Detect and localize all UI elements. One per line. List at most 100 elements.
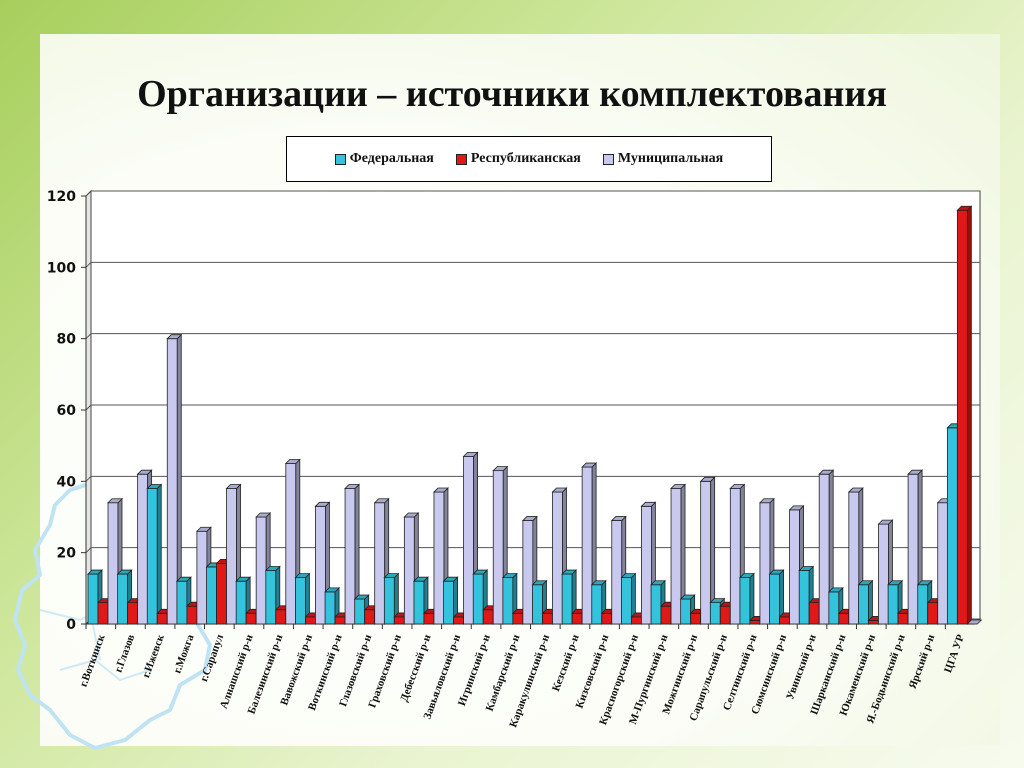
bar-front: [808, 602, 820, 625]
bar-front: [522, 520, 534, 625]
bar-front: [542, 612, 553, 625]
bar-top: [136, 469, 153, 475]
bar-front: [146, 488, 158, 625]
bar-front: [393, 616, 405, 625]
bar-front: [611, 520, 623, 625]
bar-front: [216, 562, 227, 625]
bar-front: [670, 488, 682, 625]
legend-item-republic: Республиканская: [455, 151, 581, 167]
bar-front: [828, 591, 840, 625]
bar-front: [729, 488, 741, 625]
bar-front: [383, 577, 395, 625]
bar-front: [443, 580, 455, 625]
x-category-label: Дебесский р-н: [398, 632, 434, 703]
bar-side: [749, 572, 755, 625]
bar-top: [679, 594, 696, 600]
bar-top: [590, 580, 607, 586]
bar-republic: [956, 205, 973, 625]
bar-front: [789, 509, 800, 625]
bar-top: [87, 569, 103, 575]
bar-front: [186, 605, 198, 625]
legend-label-republic: Республиканская: [470, 151, 581, 166]
bar-front: [117, 573, 129, 625]
bar-front: [581, 466, 593, 625]
bar-front: [907, 473, 919, 625]
bar-front: [453, 616, 465, 625]
bar-front: [364, 609, 376, 625]
bar-municipal: [344, 483, 361, 625]
bar-top: [758, 498, 775, 504]
x-category-label: Кезский р-н: [550, 632, 582, 693]
bar-top: [501, 573, 518, 579]
bar-front: [127, 602, 139, 625]
bar-top: [462, 451, 479, 457]
bar-front: [275, 609, 287, 625]
bar-front: [838, 612, 850, 625]
bar-front: [798, 570, 810, 625]
bar-front: [295, 577, 306, 625]
bar-front: [631, 616, 642, 625]
gridline: [85, 404, 980, 411]
bar-top: [107, 498, 123, 504]
bar-front: [334, 616, 346, 625]
chart-legend: Федеральная Республиканская Муниципальна…: [286, 136, 772, 182]
bar-top: [650, 580, 666, 586]
bar-top: [581, 462, 598, 468]
bar-top: [492, 466, 509, 472]
bar-top: [175, 576, 192, 582]
bar-top: [255, 512, 272, 518]
bar-front: [107, 502, 119, 625]
gridline: [85, 261, 980, 268]
bar-front: [749, 620, 761, 625]
y-tick-label: 0: [66, 617, 76, 633]
bar-front: [532, 584, 543, 625]
bar-front: [887, 584, 899, 625]
bar-top: [383, 573, 400, 579]
legend-item-municipal: Муниципальная: [602, 151, 723, 167]
bar-front: [354, 598, 366, 625]
bar-front: [245, 612, 257, 625]
bar-front: [897, 612, 909, 625]
bar-top: [264, 566, 281, 571]
bar-front: [878, 523, 889, 625]
bar-top: [847, 487, 864, 493]
bar-federal: [561, 569, 578, 625]
bar-front: [403, 516, 415, 625]
bar-front: [601, 612, 613, 625]
bar-front: [413, 580, 425, 625]
bar-front: [374, 502, 386, 625]
bar-top: [670, 484, 686, 489]
bar-front: [87, 573, 99, 625]
bar-top: [551, 487, 568, 493]
bar-top: [472, 569, 489, 575]
legend-label-federal: Федеральная: [349, 151, 434, 166]
bar-front: [571, 612, 583, 625]
bar-front: [552, 491, 563, 625]
x-category-label: г.Глазов: [112, 633, 137, 674]
bar-front: [641, 505, 652, 625]
bar-municipal: [966, 619, 983, 625]
bar-top: [857, 580, 874, 586]
bar-federal: [857, 579, 874, 625]
bar-federal: [501, 572, 518, 625]
bar-top: [403, 512, 420, 518]
bar-top: [877, 519, 894, 525]
bar-top: [531, 580, 548, 586]
legend-swatch-federal: [334, 153, 346, 165]
bar-top: [709, 598, 726, 603]
bar-front: [324, 591, 336, 625]
bar-top: [620, 573, 637, 579]
legend-swatch-municipal: [602, 153, 614, 165]
gridline: [85, 475, 980, 482]
gridline: [85, 190, 980, 197]
bar-front: [512, 612, 524, 625]
bar-top: [353, 594, 370, 600]
bar-front: [226, 488, 237, 625]
bar-side: [156, 483, 162, 625]
bar-front: [956, 209, 968, 625]
bar-front: [315, 505, 326, 625]
bar-federal: [324, 586, 341, 625]
bar-top: [788, 505, 805, 511]
bar-front: [937, 502, 949, 625]
